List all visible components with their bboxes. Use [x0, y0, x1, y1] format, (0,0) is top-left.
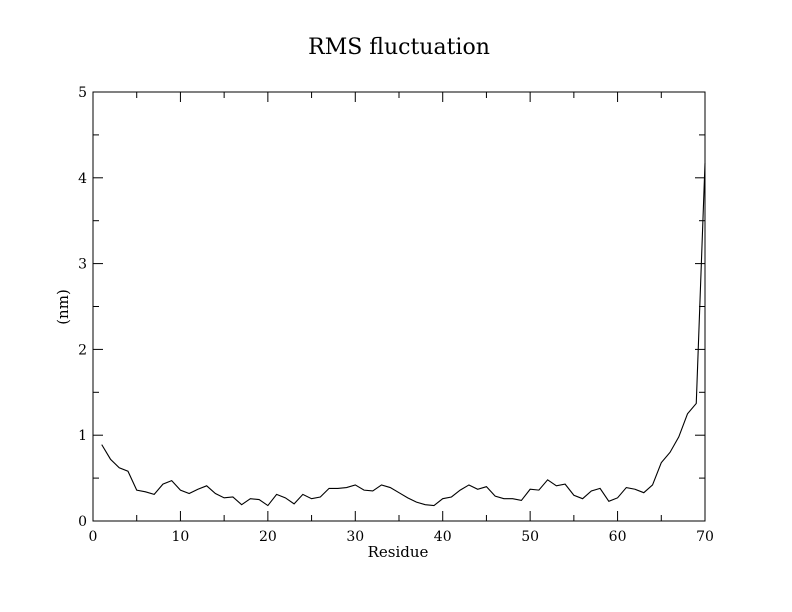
tick-labels: 0 10 20 30 40 50 60 70 0 1 2 3 4 5 [78, 85, 714, 545]
x-tick-label: 40 [434, 529, 452, 545]
x-tick-label: 10 [172, 529, 190, 545]
x-tick-label: 20 [259, 529, 277, 545]
x-tick-label: 60 [609, 529, 627, 545]
y-tick-label: 0 [78, 514, 87, 530]
x-tick-label: 50 [521, 529, 539, 545]
x-tick-label: 0 [89, 529, 98, 545]
series-line [101, 163, 706, 507]
x-tick-label: 70 [696, 529, 714, 545]
y-tick-label: 1 [78, 428, 87, 444]
axis-ticks [92, 91, 706, 522]
chart-title: RMS fluctuation [308, 35, 490, 60]
x-axis-label: Residue [368, 543, 429, 561]
x-tick-label: 30 [346, 529, 364, 545]
plot-frame [92, 91, 706, 522]
y-tick-label: 4 [78, 171, 87, 187]
y-tick-label: 3 [78, 257, 87, 273]
y-tick-label: 5 [78, 85, 87, 101]
y-tick-label: 2 [78, 342, 87, 358]
y-axis-label: (nm) [54, 289, 72, 325]
